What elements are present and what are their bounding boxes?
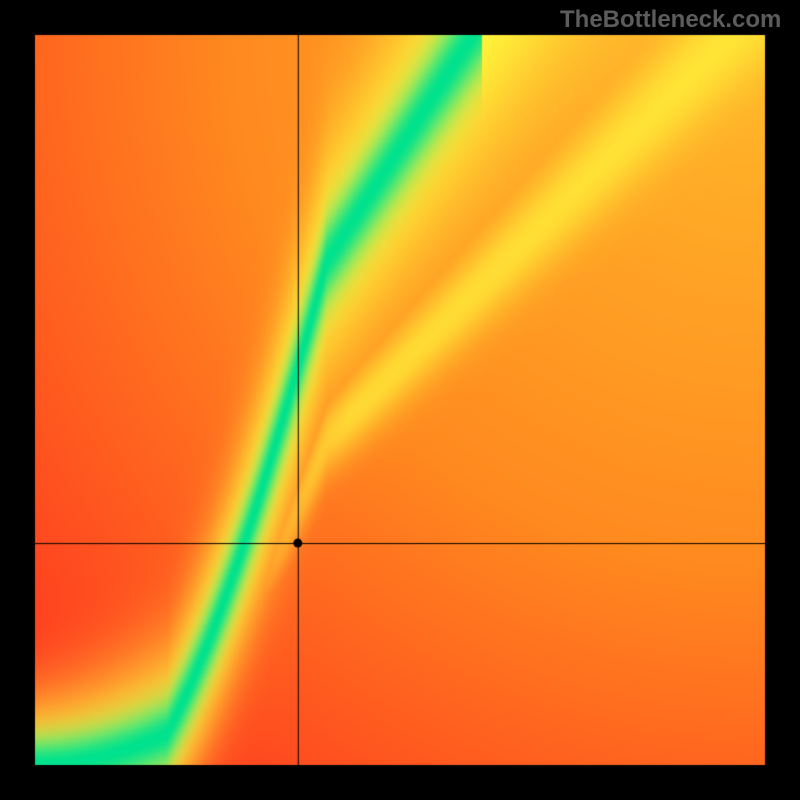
bottleneck-heatmap (0, 0, 800, 800)
watermark-text: TheBottleneck.com (560, 6, 781, 34)
